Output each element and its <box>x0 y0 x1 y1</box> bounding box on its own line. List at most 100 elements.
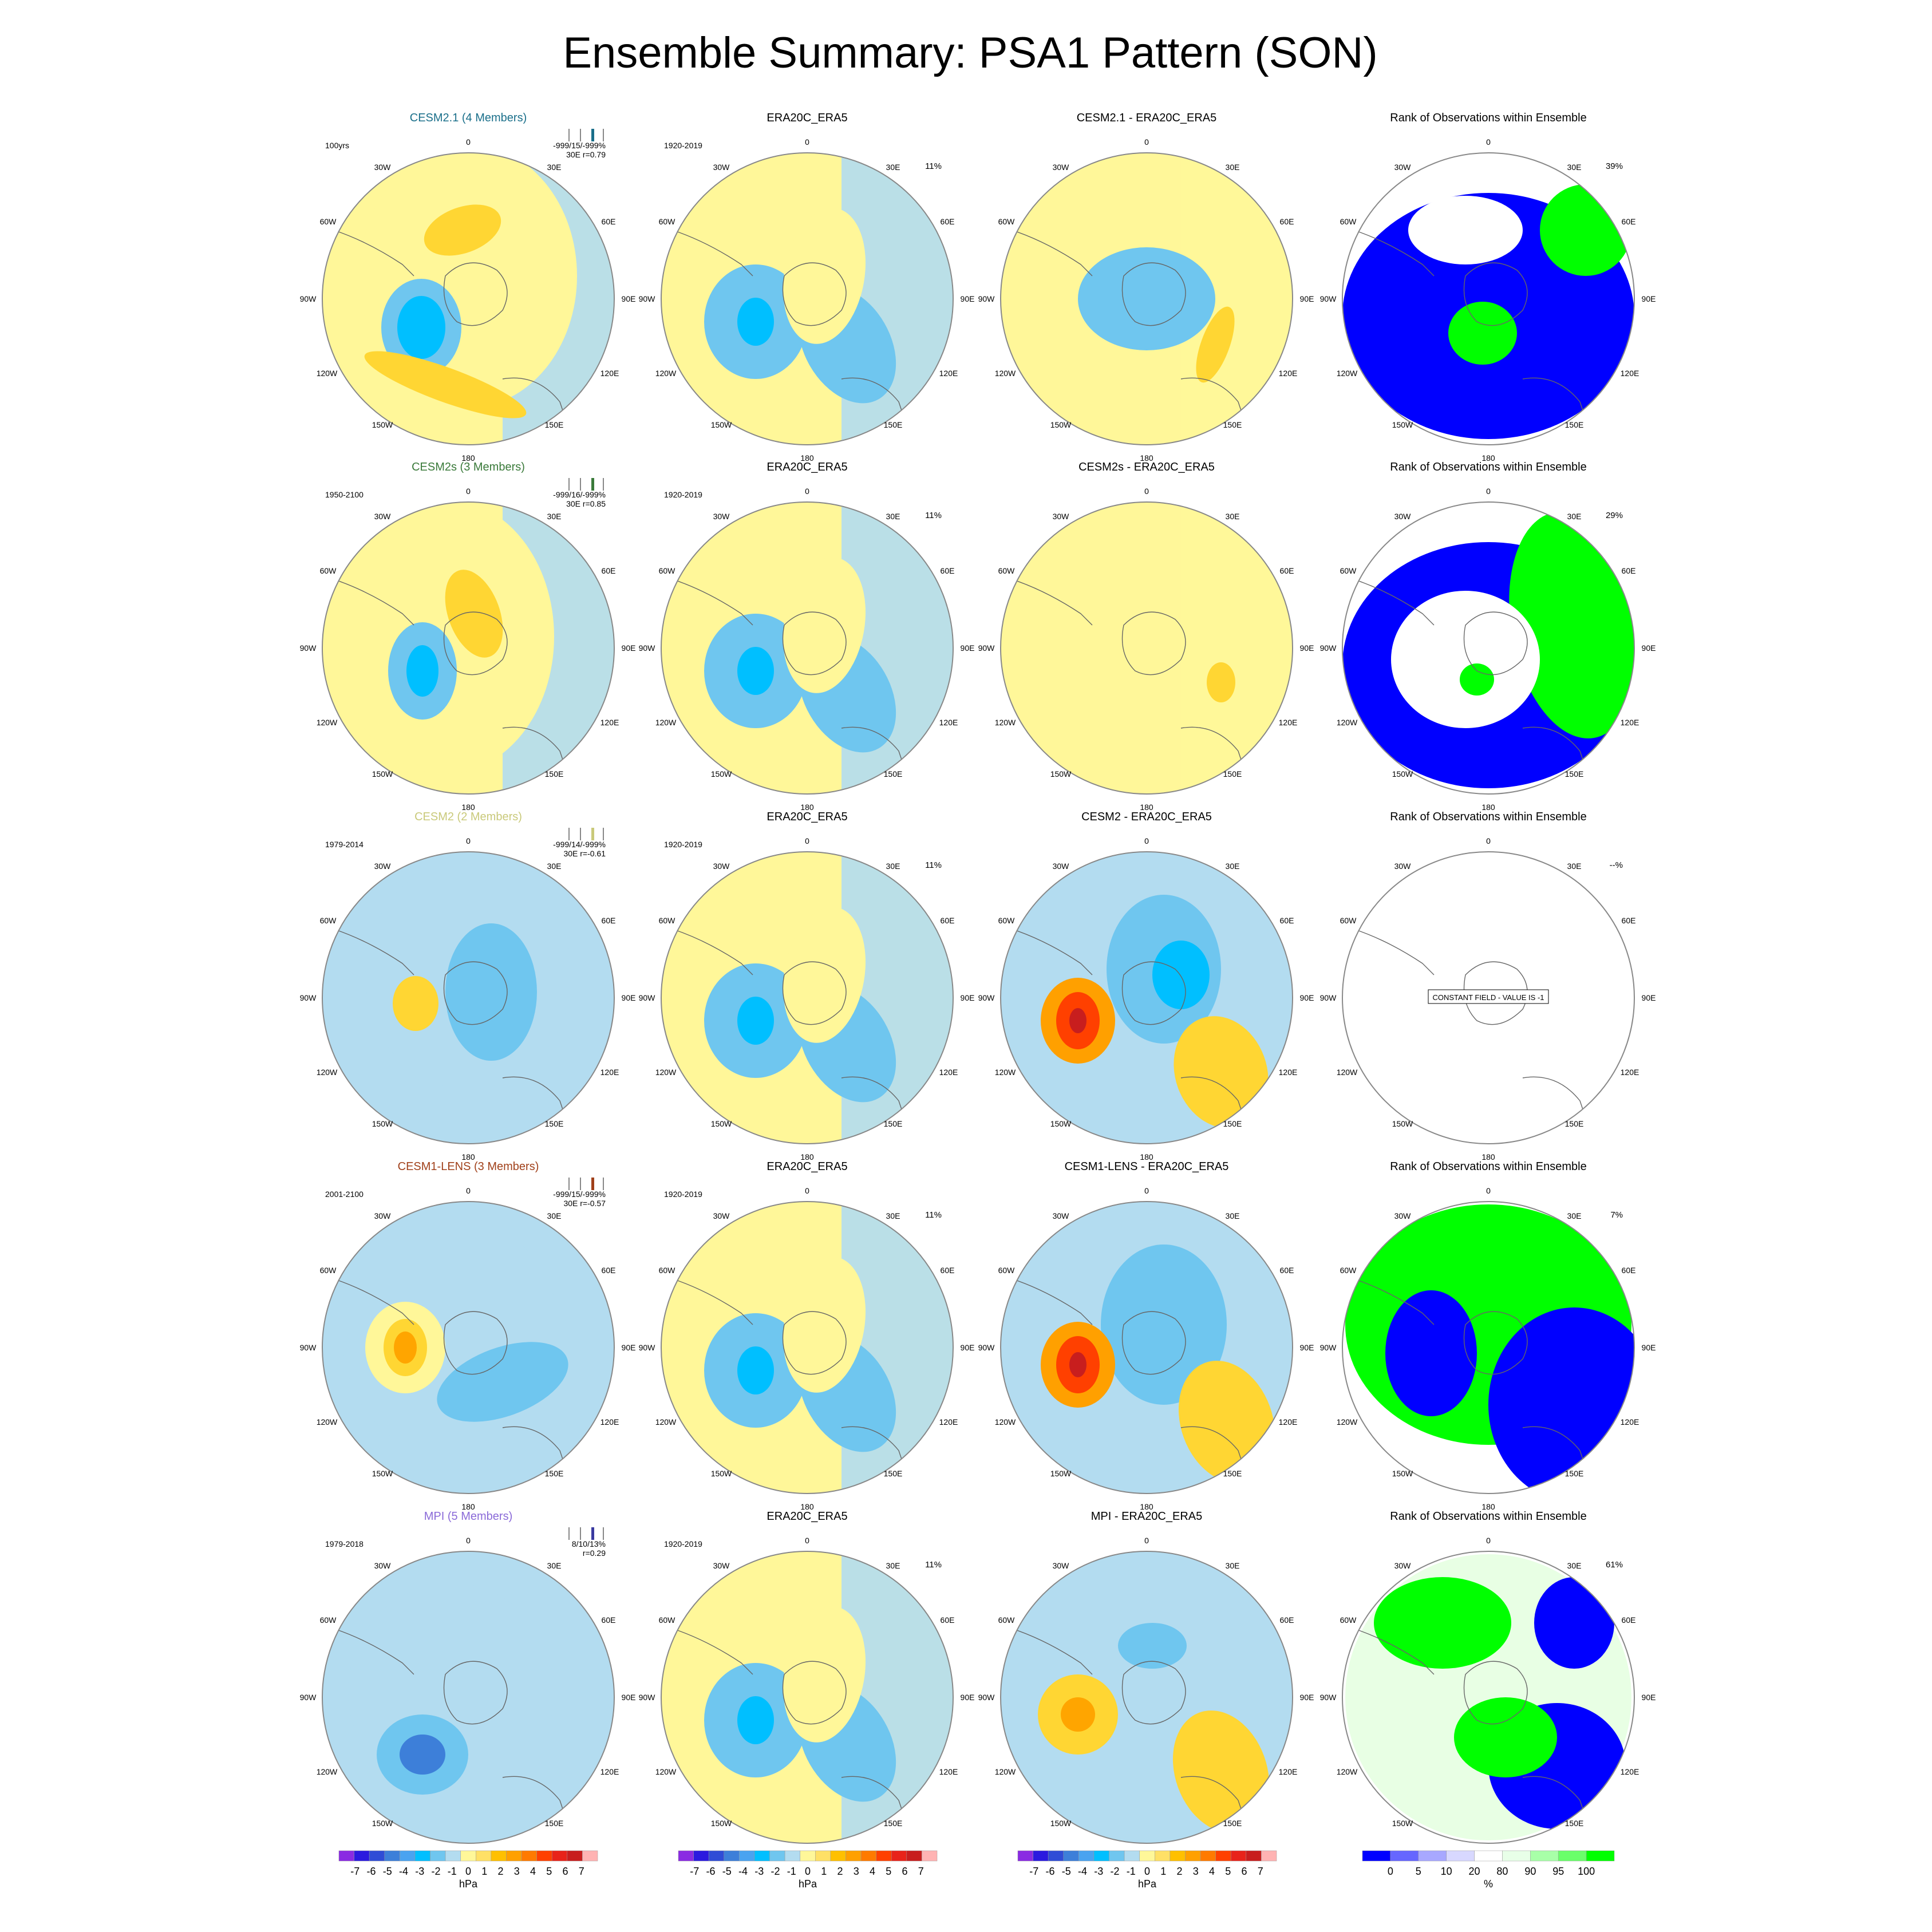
lon-label-lon_120e: 120E <box>1621 1417 1639 1427</box>
colorbar-diff-tick-label: 3 <box>1193 1866 1199 1877</box>
panel-model-row-1: 0 30W 30E 60W 60E 90W 90E 120W 120E 150W 150E 180 CE… <box>300 112 636 463</box>
antarctica-coastline <box>1121 611 1186 675</box>
panel-obs-row-2: 0 30W 30E 60W 60E 90W 90E 120W 120E 150W 150E 180 ER… <box>639 461 975 812</box>
constant-field-box <box>1428 989 1549 1004</box>
obs-field <box>661 852 953 1144</box>
lon-label-lon_30w: 30W <box>1394 1211 1412 1220</box>
australia-coastline <box>841 1776 911 1835</box>
lon-label-lon_60w: 60W <box>998 1266 1016 1275</box>
rank-region-1 <box>1509 512 1634 738</box>
panel-rank-row-5: 030W30E60W60E90W90E120W120E150W150E180Ra… <box>1320 1510 1656 1861</box>
lon-label-lon_30w: 30W <box>1053 862 1070 871</box>
map-boundary <box>661 152 954 445</box>
rank-region-2 <box>1534 1577 1614 1669</box>
lon-label-lon_60w: 60W <box>998 916 1016 925</box>
lon-label-lon_90e: 90E <box>1642 643 1656 653</box>
model-period: 1950-2100 <box>325 490 364 499</box>
colorbar-obs-tick-label: -4 <box>738 1866 748 1877</box>
lon-label-lon_150w: 150W <box>711 1819 732 1828</box>
lon-label-lon_150e: 150E <box>1223 1469 1242 1478</box>
colorbar-model-swatch <box>354 1850 370 1862</box>
lon-label-lon_150w: 150W <box>711 420 732 429</box>
lon-label-lon_90w: 90W <box>300 294 317 303</box>
lon-label-lon_120w: 120W <box>1337 1767 1358 1776</box>
lon-label-lon_60e: 60E <box>1280 217 1294 226</box>
colorbar-obs-tick-label: 7 <box>918 1866 924 1877</box>
lon-label-lon_30w: 30W <box>1053 163 1070 172</box>
lon-label-lon_30e: 30E <box>1226 1211 1240 1220</box>
lon-label-lon_120e: 120E <box>1621 369 1639 378</box>
colorbar-obs-tick-label: 0 <box>805 1866 811 1877</box>
lon-label-lon_120w: 120W <box>1337 369 1358 378</box>
colorbar-diff-swatch <box>1033 1850 1049 1862</box>
map-boundary <box>1342 152 1635 445</box>
lon-label-lon_60e: 60E <box>602 1615 616 1625</box>
lon-label-lon_30e: 30E <box>547 1561 562 1570</box>
lon-label-lon_120e: 120E <box>600 1417 619 1427</box>
lon-label-lon_180: 180 <box>1481 453 1495 463</box>
lon-label-lon_150e: 150E <box>884 769 903 779</box>
colorbar-diff-swatch <box>1155 1850 1171 1862</box>
colorbar-rank-swatch <box>1558 1850 1587 1862</box>
australia-coastline <box>841 726 911 786</box>
lon-label-lon_120w: 120W <box>655 369 677 378</box>
colorbar-model-tick-label: -6 <box>366 1866 376 1877</box>
colorbar-obs-swatch <box>800 1850 816 1862</box>
contour-region-3 <box>1118 1623 1187 1669</box>
lon-label-lon_30e: 30E <box>547 512 562 521</box>
lon-label-lon_60e: 60E <box>1280 1615 1294 1625</box>
colorbar-diff-swatch <box>1200 1850 1216 1862</box>
colorbar-rank-tick-label: 5 <box>1416 1866 1421 1877</box>
diff-panel-title: CESM2 - ERA20C_ERA5 <box>1081 811 1212 823</box>
diff-field <box>1001 1551 1293 1843</box>
lon-label-lon_60w: 60W <box>320 566 337 575</box>
lon-label-lon_60w: 60W <box>320 1615 337 1625</box>
colorbar-obs-tick-label: -7 <box>690 1866 699 1877</box>
colorbar-model-tick-label: 1 <box>481 1866 487 1877</box>
lon-label-lon_150e: 150E <box>1223 1119 1242 1128</box>
colorbar-rank-swatch <box>1446 1850 1475 1862</box>
lon-label-lon_90w: 90W <box>978 294 995 303</box>
map-boundary <box>1342 1551 1635 1844</box>
lon-label-lon_150e: 150E <box>545 1119 564 1128</box>
contour-region-3 <box>783 1606 866 1743</box>
lon-label-lon_120w: 120W <box>317 1068 338 1077</box>
lon-label-lon_150w: 150W <box>372 420 393 429</box>
colorbar-diff-swatch <box>1230 1850 1247 1862</box>
colorbar-model-tick-label: 4 <box>530 1866 536 1877</box>
lon-label-lon_30w: 30W <box>374 163 392 172</box>
colorbar-diff-tick-label: 1 <box>1160 1866 1166 1877</box>
colorbar-diff-swatch <box>1078 1850 1095 1862</box>
obs-panel-title: ERA20C_ERA5 <box>767 112 847 124</box>
map-boundary <box>322 1551 615 1844</box>
lon-label-lon_60w: 60W <box>1340 1266 1357 1275</box>
lon-label-lon_120w: 120W <box>317 1417 338 1427</box>
lon-label-lon_120e: 120E <box>600 1068 619 1077</box>
australia-coastline <box>1522 1076 1592 1136</box>
colorbar-model-swatch <box>506 1850 522 1862</box>
diff-field <box>1001 852 1293 1144</box>
model-panel-title: CESM1-LENS (3 Members) <box>398 1160 539 1173</box>
colorbar-model-tick-label: -3 <box>415 1866 424 1877</box>
model-field <box>322 1202 614 1494</box>
south-america-coastline <box>1353 1278 1435 1325</box>
map-boundary <box>322 851 615 1144</box>
model-panel-title: CESM2s (3 Members) <box>412 461 525 473</box>
model-panel-title: MPI (5 Members) <box>424 1510 512 1523</box>
australia-coastline <box>841 377 911 437</box>
lon-label-lon_30e: 30E <box>1567 163 1582 172</box>
lon-label-lon_30w: 30W <box>374 512 392 521</box>
colorbar-obs-swatch <box>830 1850 846 1862</box>
rank-tick-2 <box>591 1178 594 1190</box>
lon-label-lon_30e: 30E <box>886 862 900 871</box>
colorbar-model-swatch <box>430 1850 446 1862</box>
lon-label-lon_120w: 120W <box>655 1068 677 1077</box>
contour-region-3 <box>397 296 445 359</box>
lon-label-lon_30w: 30W <box>1053 512 1070 521</box>
colorbar-rank-swatch <box>1586 1850 1615 1862</box>
lon-label-lon_180: 180 <box>800 453 814 463</box>
antarctica-coastline <box>1121 1661 1186 1725</box>
colorbar-rank-tick-label: 20 <box>1469 1866 1480 1877</box>
lon-label-lon_30e: 30E <box>1567 1211 1582 1220</box>
lon-label-lon_180: 180 <box>800 803 814 812</box>
